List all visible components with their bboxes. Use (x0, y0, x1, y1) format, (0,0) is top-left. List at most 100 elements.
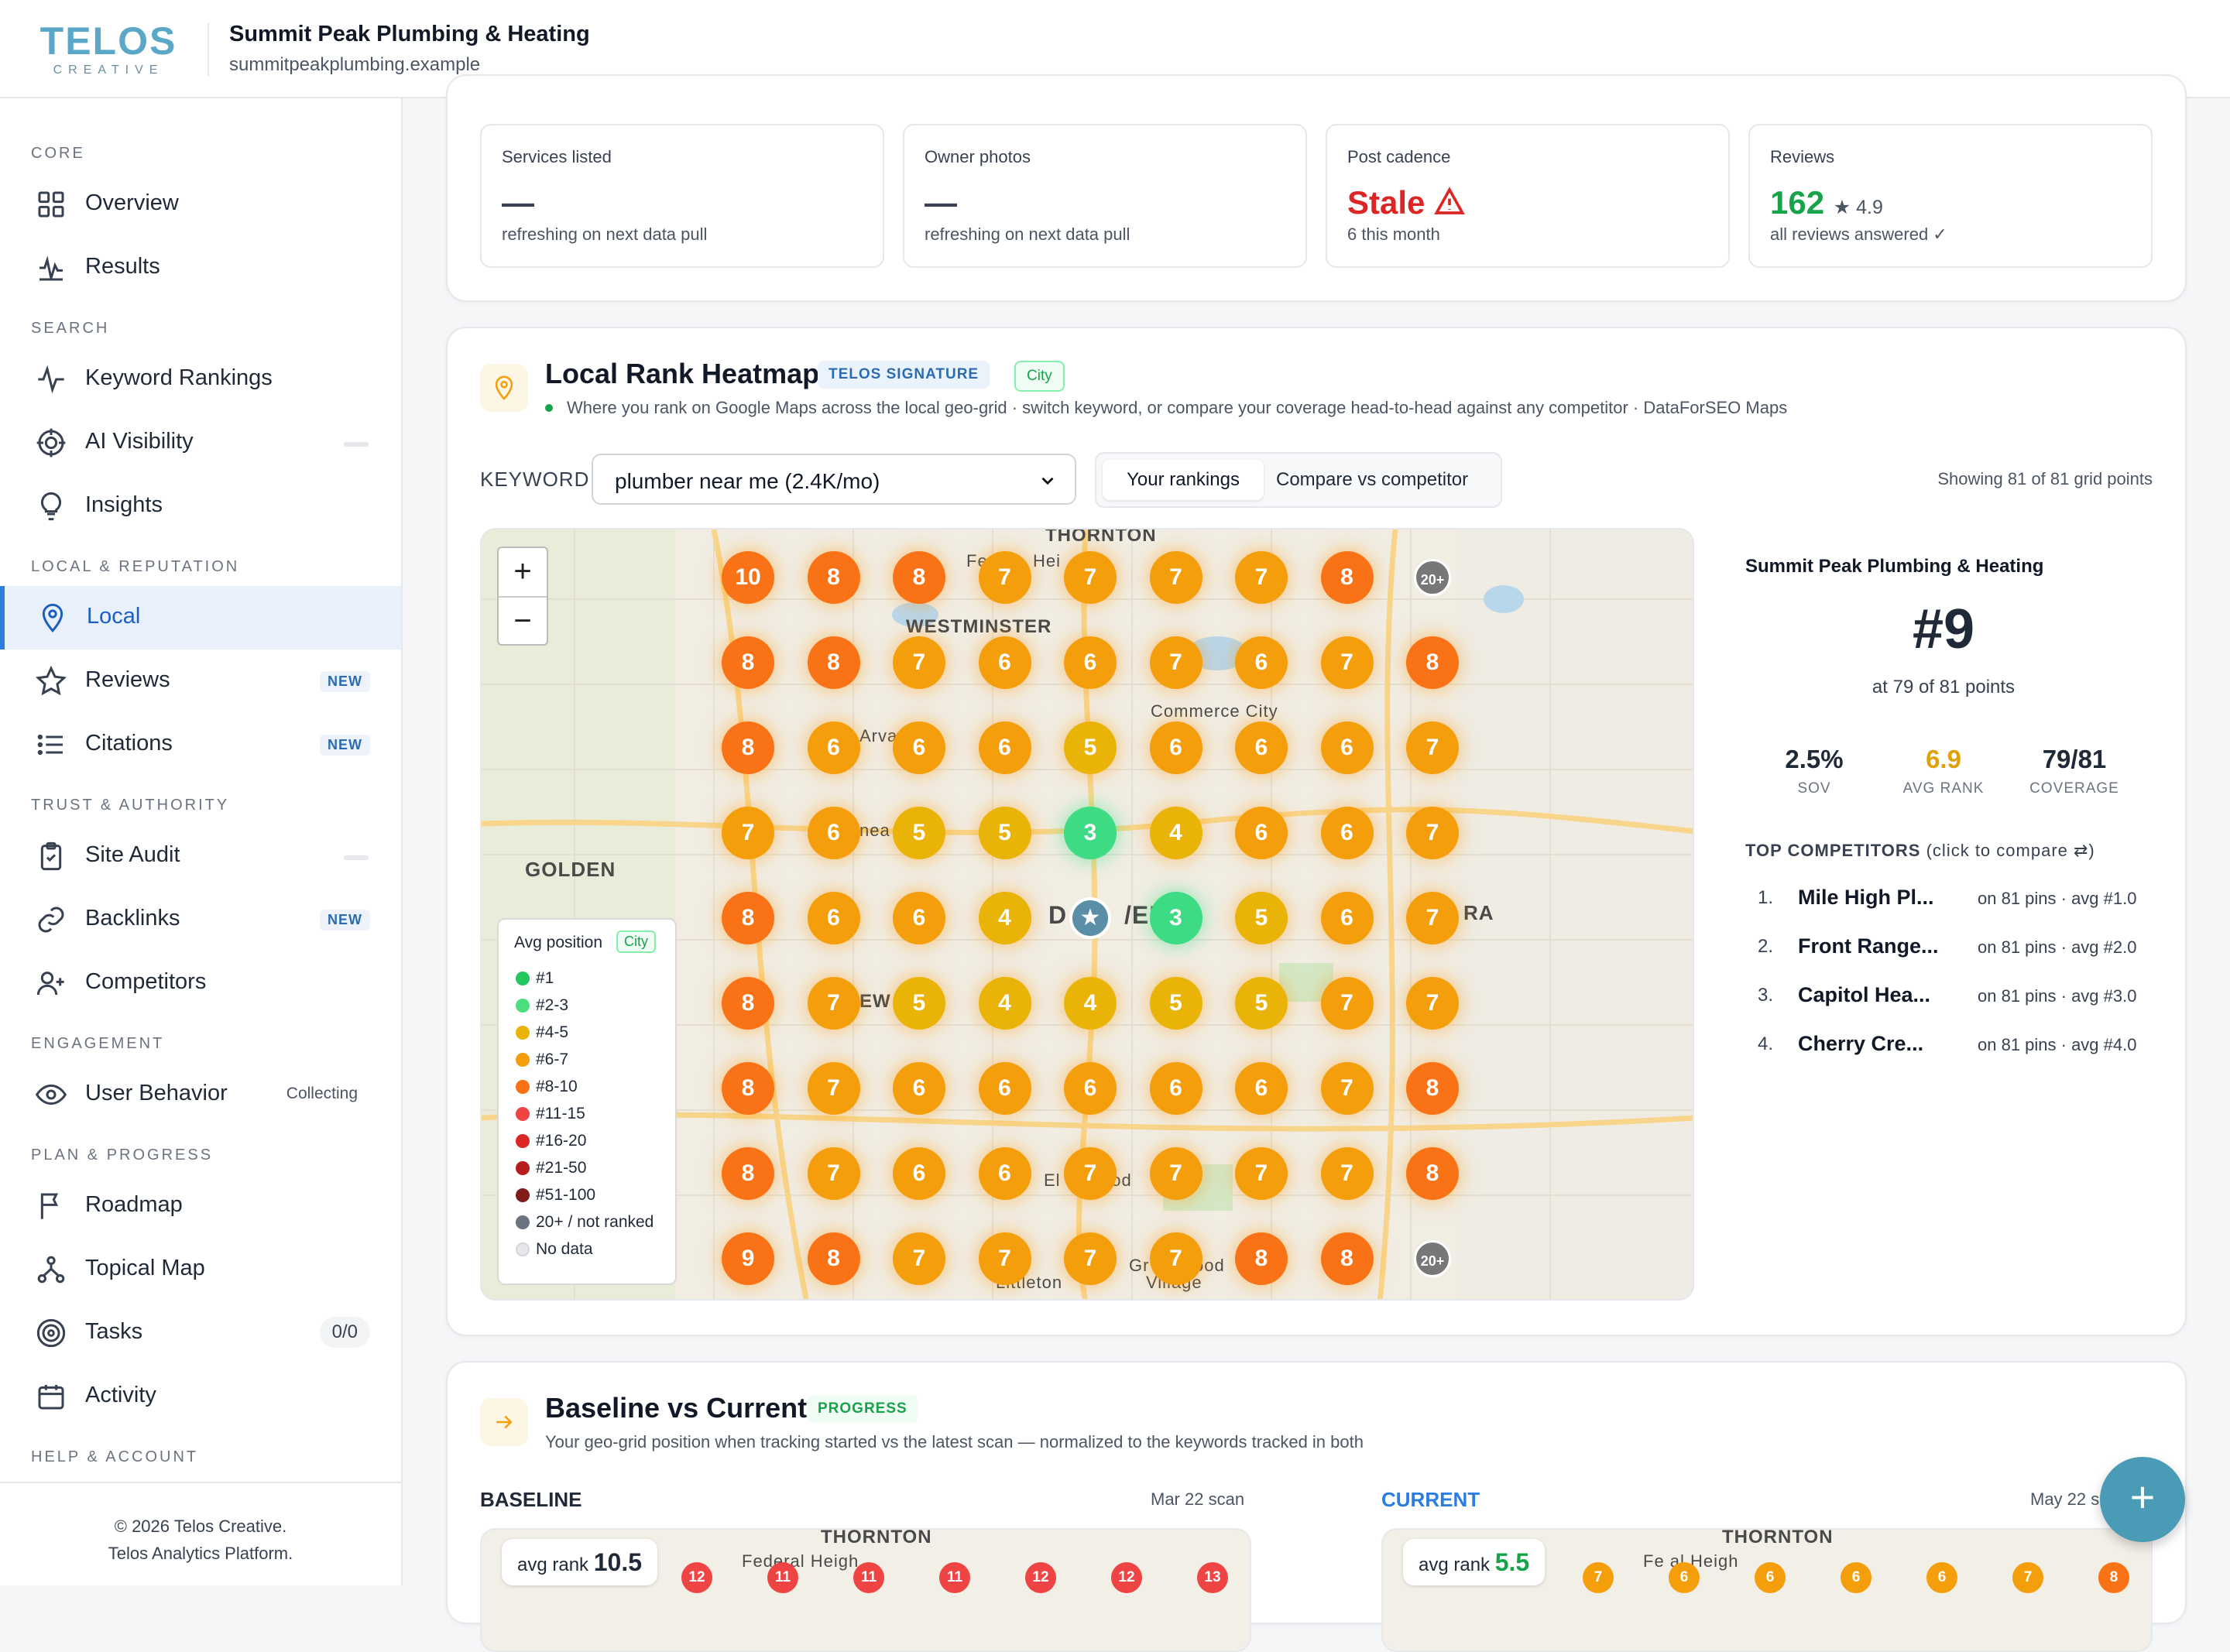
rank-pin[interactable]: 7 (893, 1232, 945, 1285)
rank-pin[interactable]: 8 (722, 636, 774, 689)
rank-pin[interactable]: 8 (1406, 1147, 1459, 1200)
rank-pin[interactable]: 7 (1406, 977, 1459, 1030)
rank-pin[interactable]: 8 (722, 1062, 774, 1115)
rank-pin[interactable]: 8 (1320, 1232, 1374, 1285)
tab-your-rankings[interactable]: Your rankings (1103, 460, 1264, 500)
rank-pin[interactable]: 8 (807, 1232, 860, 1285)
business-location-icon[interactable]: ★ (1069, 897, 1111, 939)
rank-pin[interactable]: 7 (722, 807, 774, 859)
rank-pin[interactable]: 6 (807, 807, 860, 859)
rank-pin[interactable]: 7 (2012, 1562, 2043, 1593)
rank-pin[interactable]: 6 (978, 721, 1031, 774)
keyword-select[interactable]: plumber near me (2.4K/mo) (592, 454, 1076, 505)
rank-pin[interactable]: 7 (1406, 892, 1459, 944)
competitor-row[interactable]: 1. Mile High Pl... on 81 pins · avg #1.0 (1745, 884, 2163, 915)
rank-pin[interactable]: 8 (722, 721, 774, 774)
rank-pin[interactable]: 8 (1320, 551, 1374, 604)
rank-pin[interactable]: 6 (978, 636, 1031, 689)
rank-pin[interactable]: 9 (722, 1232, 774, 1285)
rank-pin[interactable]: 6 (1235, 636, 1288, 689)
rank-pin[interactable]: 7 (1406, 721, 1459, 774)
rank-pin[interactable]: 7 (1149, 1147, 1202, 1200)
telos-logo[interactable]: TELOS CREATIVE (36, 20, 181, 79)
rank-pin[interactable]: 7 (1406, 807, 1459, 859)
rank-pin[interactable]: 12 (1111, 1562, 1142, 1593)
sidebar-item-citations[interactable]: Citations NEW (0, 713, 401, 776)
rank-pin[interactable]: 8 (1235, 1232, 1288, 1285)
rank-pin[interactable]: 5 (978, 807, 1031, 859)
rank-pin[interactable]: 8 (1406, 636, 1459, 689)
sidebar-item-results[interactable]: Results (0, 236, 401, 300)
rank-pin[interactable]: 7 (1064, 1232, 1117, 1285)
rank-pin[interactable]: 6 (1064, 1062, 1117, 1115)
rank-pin[interactable]: 5 (1235, 977, 1288, 1030)
rank-pin[interactable]: 6 (807, 721, 860, 774)
rank-pin[interactable]: 6 (1149, 721, 1202, 774)
rank-pin[interactable]: 5 (1064, 721, 1117, 774)
rank-pin[interactable]: 6 (1149, 1062, 1202, 1115)
sidebar-item-topical-map[interactable]: Topical Map (0, 1238, 401, 1301)
rank-pin[interactable]: 8 (807, 551, 860, 604)
rank-pin[interactable]: 4 (978, 892, 1031, 944)
rank-pin[interactable]: 7 (1320, 1147, 1374, 1200)
heatmap-map[interactable]: THORNTON WESTMINSTER Commerce City GOLDE… (480, 528, 1694, 1301)
rank-pin[interactable]: 4 (1064, 977, 1117, 1030)
rank-pin[interactable]: 7 (1320, 636, 1374, 689)
rank-pin[interactable]: 8 (722, 892, 774, 944)
rank-pin[interactable]: 6 (893, 1147, 945, 1200)
sidebar-item-site-audit[interactable]: Site Audit (0, 824, 401, 888)
rank-pin[interactable]: 6 (1235, 1062, 1288, 1115)
sidebar-item-reviews[interactable]: Reviews NEW (0, 649, 401, 713)
rank-pin[interactable]: 8 (722, 977, 774, 1030)
rank-pin[interactable]: 5 (1235, 892, 1288, 944)
baseline-map[interactable]: THORNTON Federal Heigh avg rank 10.5 12 1… (480, 1528, 1251, 1652)
rank-pin[interactable]: 13 (1197, 1562, 1228, 1593)
rank-pin[interactable]: 8 (807, 636, 860, 689)
rank-pin[interactable]: 7 (807, 977, 860, 1030)
rank-pin[interactable]: 7 (978, 551, 1031, 604)
sidebar-item-insights[interactable]: Insights (0, 475, 401, 538)
rank-pin[interactable]: 12 (1025, 1562, 1056, 1593)
rank-pin[interactable]: 5 (893, 977, 945, 1030)
rank-pin[interactable]: 3 (1149, 892, 1202, 944)
rank-pin[interactable]: 7 (1149, 551, 1202, 604)
rank-pin[interactable]: 7 (893, 636, 945, 689)
rank-pin[interactable]: 7 (807, 1147, 860, 1200)
rank-pin[interactable]: 7 (1583, 1562, 1614, 1593)
sidebar-item-ai-visibility[interactable]: AI Visibility (0, 411, 401, 475)
rank-pin[interactable]: 7 (1064, 551, 1117, 604)
sidebar-item-local[interactable]: Local (0, 586, 401, 649)
competitor-row[interactable]: 2. Front Range... on 81 pins · avg #2.0 (1745, 933, 2163, 964)
rank-pin[interactable]: 7 (1320, 977, 1374, 1030)
add-button[interactable]: + (2100, 1457, 2185, 1542)
zoom-in-button[interactable]: + (513, 554, 532, 588)
sidebar-item-competitors[interactable]: Competitors (0, 951, 401, 1015)
zoom-out-button[interactable]: − (499, 596, 547, 644)
rank-pin[interactable]: 7 (1149, 636, 1202, 689)
rank-pin[interactable]: 6 (978, 1147, 1031, 1200)
rank-pin[interactable]: 6 (1320, 892, 1374, 944)
rank-pin[interactable]: 5 (893, 807, 945, 859)
competitor-row[interactable]: 4. Cherry Cre... on 81 pins · avg #4.0 (1745, 1030, 2163, 1061)
rank-pin[interactable]: 6 (1235, 807, 1288, 859)
rank-pin[interactable]: 11 (767, 1562, 798, 1593)
rank-pin[interactable]: 11 (939, 1562, 970, 1593)
rank-pin[interactable]: 11 (853, 1562, 884, 1593)
rank-pin[interactable]: 7 (978, 1232, 1031, 1285)
rank-pin[interactable]: 8 (722, 1147, 774, 1200)
rank-pin[interactable]: 6 (893, 721, 945, 774)
rank-pin[interactable]: 7 (1235, 551, 1288, 604)
tab-compare-competitor[interactable]: Compare vs competitor (1276, 469, 1469, 490)
sidebar-item-keyword-rankings[interactable]: Keyword Rankings (0, 348, 401, 411)
sidebar-item-activity[interactable]: Activity (0, 1365, 401, 1428)
rank-pin[interactable]: 6 (1235, 721, 1288, 774)
rank-pin[interactable]: 4 (1149, 807, 1202, 859)
rank-pin[interactable]: 6 (1926, 1562, 1957, 1593)
rank-pin[interactable]: 10 (722, 551, 774, 604)
rank-pin[interactable]: 6 (1669, 1562, 1700, 1593)
rank-pin[interactable]: 5 (1149, 977, 1202, 1030)
rank-pin[interactable]: 6 (978, 1062, 1031, 1115)
rank-pin[interactable]: 7 (1064, 1147, 1117, 1200)
rank-pin[interactable]: 6 (1320, 807, 1374, 859)
